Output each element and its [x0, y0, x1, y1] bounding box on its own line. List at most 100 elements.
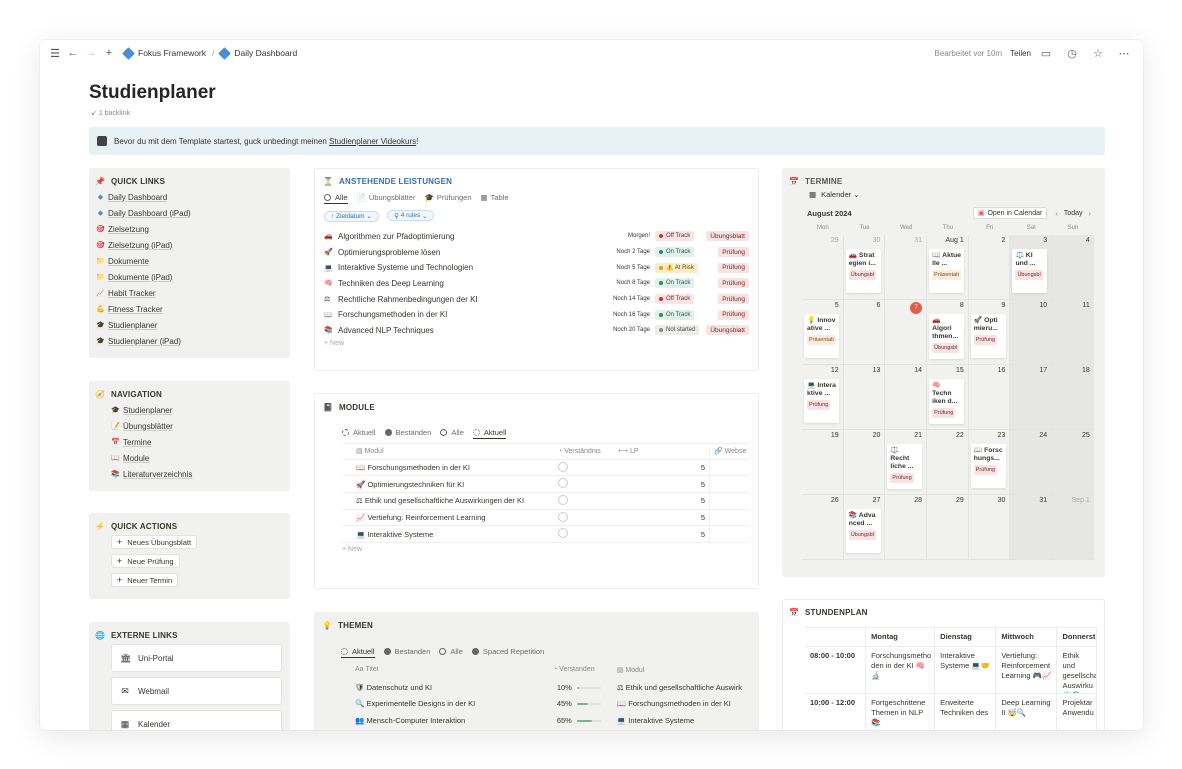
new-row-button[interactable]: + New — [324, 340, 345, 348]
external-link[interactable]: 🏛 Uni-Portal — [111, 644, 282, 672]
tab-bestanden[interactable]: Bestanden — [383, 645, 430, 658]
table-row[interactable]: 🚗 Algorithmen zur Pfadoptimierung Morgen! O… — [324, 229, 749, 245]
nav-item[interactable]: 🎓 Studienplaner — [111, 405, 173, 415]
event-card[interactable]: 📚 Adva nced ... Übungsbl — [845, 509, 881, 553]
calendar-day[interactable]: 12 💻 Intera ktive ... Prüfung — [802, 365, 844, 430]
table-row[interactable]: 🔍 Experimentelle Designs in der KI 45% 📖 F… — [355, 699, 731, 709]
quick-action-button[interactable]: + Neues Übungsblatt — [111, 535, 198, 549]
calendar-day[interactable]: 3 ⚖️ KI und ... Übungsbl — [1010, 235, 1053, 300]
calendar-day[interactable]: 23 📖 Forsc hungs... Prüfung — [968, 430, 1011, 495]
backlink[interactable]: ↙ 1 backlink — [91, 110, 130, 117]
calendar-day[interactable]: 22 — [927, 430, 969, 495]
schedule-cell[interactable]: Vertiefung: Reinforcement Learning 🎮📈 — [996, 647, 1058, 693]
table-row[interactable]: 🚀 Optimierungsprobleme lösen Noch 2 Tage On… — [324, 244, 749, 260]
quick-link-item[interactable]: 🎓 Studienplaner (iPad) — [96, 336, 181, 346]
table-row[interactable]: 💻 Interaktive Systeme 5 — [342, 526, 749, 544]
calendar-day[interactable]: 7 — [885, 300, 928, 365]
event-card[interactable]: 🚀 Opti mieru... Prüfung — [970, 314, 1006, 358]
quick-link-item[interactable]: 💪 Fitness Tracker — [96, 304, 163, 314]
calendar-day[interactable]: 18 — [1052, 365, 1094, 430]
back-arrow-icon[interactable]: ← — [67, 47, 79, 59]
tab-uebungsblaetter[interactable]: 📄 Übungsblätter — [356, 193, 416, 202]
table-row[interactable]: 🛡 Datenschutz und KI 10% ⚖ Ethik und gesel… — [355, 682, 742, 692]
nav-item[interactable]: 📝 Übungsblätter — [111, 421, 173, 431]
table-row[interactable]: 📈 Vertiefung: Reinforcement Learning 5 — [342, 509, 749, 527]
event-card[interactable]: ⚖️ KI und ... Übungsbl — [1012, 249, 1048, 293]
calendar-day[interactable]: 2 — [968, 235, 1011, 300]
rules-filter[interactable]: ⚲ 4 rules ⌄ — [387, 210, 435, 221]
calendar-day[interactable]: 28 — [885, 495, 928, 560]
quick-action-button[interactable]: + Neuer Termin — [111, 573, 179, 587]
next-month-icon[interactable]: › — [1088, 208, 1092, 218]
calendar-day[interactable]: 26 — [802, 495, 844, 560]
calendar-day[interactable]: 30 — [968, 495, 1011, 560]
calendar-day[interactable]: Aug 1 📖 Aktue lle ... Präsentati — [927, 235, 969, 300]
calendar-day[interactable]: 5 💡 Innov ative ... Präsentati — [802, 300, 844, 365]
event-card[interactable]: 📖 Aktue lle ... Präsentati — [929, 249, 965, 293]
calendar-day[interactable]: 31 — [885, 235, 928, 300]
tab-aktuell-active[interactable]: Aktuell — [472, 426, 507, 439]
event-card[interactable]: 💻 Intera ktive ... Prüfung — [804, 379, 839, 423]
tab-pruefungen[interactable]: 🎓 Prüfungen — [424, 193, 472, 202]
schedule-cell[interactable]: Forschungsmetho den in der KI 🧠🔬 — [866, 647, 936, 693]
event-card[interactable]: 📖 Forsc hungs... Prüfung — [970, 444, 1006, 488]
nav-item[interactable]: 📖 Module — [111, 453, 150, 463]
event-card[interactable]: 🚗 Strat egien i... Übungsbl — [845, 249, 881, 293]
table-row[interactable]: 📖 Forschungsmethoden in der KI Noch 16 Tag… — [324, 307, 749, 323]
calendar-day[interactable]: 9 🚀 Opti mieru... Prüfung — [968, 300, 1011, 365]
tab-aktuell[interactable]: Aktuell — [341, 645, 375, 658]
calendar-day[interactable]: 20 — [843, 430, 886, 495]
calendar-day[interactable]: 27 📚 Adva nced ... Übungsbl — [843, 495, 886, 560]
quick-link-item[interactable]: 📁 Dokumente — [96, 256, 149, 266]
forward-arrow-icon[interactable]: → — [85, 47, 97, 59]
table-row[interactable]: 📖 Forschungsmethoden in der KI 5 — [342, 459, 749, 477]
calendar-day[interactable]: 10 — [1010, 300, 1053, 365]
more-icon[interactable]: ⋯ — [1118, 47, 1130, 60]
comment-icon[interactable]: ▭ — [1040, 47, 1052, 60]
tab-alle[interactable]: Alle — [439, 645, 463, 658]
calendar-day[interactable]: 29 — [927, 495, 969, 560]
schedule-cell[interactable]: Ethik und gesellscha Auswirku ⚖️🌍 — [1057, 647, 1097, 693]
event-card[interactable]: 🧠 Techn iken d... Prüfung — [929, 379, 965, 424]
calendar-day[interactable]: 24 — [1010, 430, 1053, 495]
tab-alle[interactable]: Alle — [440, 426, 464, 439]
tab-spaced-repetition[interactable]: Spaced Repetition — [471, 645, 544, 658]
nav-item[interactable]: 📅 Termine — [111, 437, 152, 447]
calendar-day[interactable]: 29 — [802, 235, 844, 300]
tab-table[interactable]: ▦ Table — [480, 193, 509, 202]
open-in-calendar-button[interactable]: ▣ Open in Calendar — [972, 207, 1048, 219]
table-row[interactable]: 👥 Mensch-Computer Interaktion 65% 💻 Intera… — [355, 715, 695, 725]
calendar-day[interactable]: 15 🧠 Techn iken d... Prüfung — [927, 365, 969, 430]
table-row[interactable]: ⚖ Ethik und gesellschaftliche Auswirkung… — [342, 493, 749, 510]
quick-link-item[interactable]: 📈 Habit Tracker — [96, 288, 156, 298]
schedule-cell[interactable]: Interaktive Systeme 💻🤝 — [935, 647, 997, 693]
prev-month-icon[interactable]: ‹ — [1055, 208, 1058, 218]
schedule-cell[interactable]: Erweiterte Techniken des — [935, 694, 997, 730]
schedule-cell[interactable]: Projektar Anwendu — [1057, 694, 1097, 730]
table-row[interactable]: 💻 Interaktive Systeme und Technologien Noc… — [324, 260, 749, 276]
calendar-day[interactable]: 4 — [1052, 235, 1094, 300]
quick-link-item[interactable]: ◆ Daily Dashboard — [97, 192, 168, 202]
schedule-cell[interactable]: Fortgeschrittene Themen in NLP 📚 — [866, 694, 936, 730]
star-icon[interactable]: ☆ — [1093, 47, 1103, 60]
table-row[interactable]: ⚖ Rechtliche Rahmenbedingungen der KI Noch… — [324, 291, 749, 307]
quick-link-item[interactable]: 📁 Dokumente (iPad) — [96, 272, 173, 282]
nav-item[interactable]: 📚 Literaturverzeichnis — [111, 469, 193, 479]
menu-icon[interactable]: ☰ — [50, 47, 60, 60]
quick-link-item[interactable]: 🎯 Zielsetzung (iPad) — [96, 240, 173, 250]
event-card[interactable]: ⚖️ Recht liche ... Prüfung — [887, 444, 923, 489]
today-button[interactable]: Today — [1063, 209, 1083, 217]
event-card[interactable]: 🚗 Algori thmen... Übungsbl — [929, 314, 965, 359]
calendar-day[interactable]: 21 ⚖️ Recht liche ... Prüfung — [885, 430, 928, 495]
view-selector[interactable]: ▦ Kalender ⌄ — [809, 190, 860, 199]
tab-bestanden[interactable]: Bestanden — [384, 426, 431, 439]
quick-action-button[interactable]: + Neue Prüfung — [111, 554, 180, 568]
tab-alle[interactable]: Alle — [324, 191, 348, 204]
quick-link-item[interactable]: 🎓 Studienplaner — [96, 320, 158, 330]
table-row[interactable]: 🧠 Techniken des Deep Learning Noch 8 Tage O… — [324, 276, 749, 292]
quick-link-item[interactable]: ◆ Daily Dashboard (iPad) — [97, 208, 191, 218]
history-icon[interactable]: ◷ — [1067, 47, 1077, 60]
share-button[interactable]: Teilen — [1010, 48, 1031, 58]
calendar-day[interactable]: 6 — [843, 300, 886, 365]
external-link[interactable]: ✉ Webmail — [111, 677, 282, 705]
